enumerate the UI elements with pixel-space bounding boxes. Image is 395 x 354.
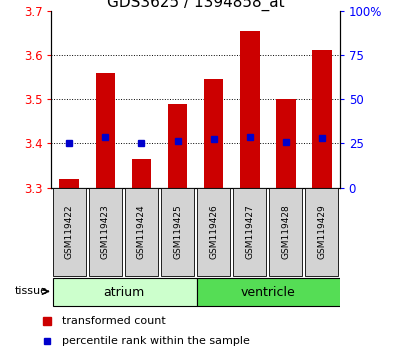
Text: GSM119423: GSM119423: [101, 205, 110, 259]
Bar: [60, 179, 79, 188]
Title: GDS3625 / 1394858_at: GDS3625 / 1394858_at: [107, 0, 284, 11]
Text: atrium: atrium: [103, 286, 144, 298]
Bar: [233, 188, 266, 276]
Text: tissue: tissue: [14, 286, 47, 296]
Bar: [269, 188, 302, 276]
Bar: [125, 188, 158, 276]
Text: GSM119428: GSM119428: [281, 205, 290, 259]
Bar: [197, 188, 230, 276]
Text: GSM119424: GSM119424: [137, 205, 146, 259]
Bar: [96, 73, 115, 188]
Text: percentile rank within the sample: percentile rank within the sample: [62, 336, 250, 346]
Text: GSM119427: GSM119427: [245, 205, 254, 259]
Bar: [305, 188, 338, 276]
Bar: [167, 103, 187, 188]
Bar: [53, 278, 197, 306]
Text: GSM119429: GSM119429: [317, 205, 326, 259]
Text: ventricle: ventricle: [240, 286, 295, 298]
Bar: [276, 99, 295, 188]
Bar: [161, 188, 194, 276]
Bar: [197, 278, 341, 306]
Bar: [240, 30, 260, 188]
Text: GSM119426: GSM119426: [209, 205, 218, 259]
Bar: [312, 50, 331, 188]
Bar: [132, 159, 151, 188]
Bar: [53, 188, 86, 276]
Text: GSM119425: GSM119425: [173, 205, 182, 259]
Text: GSM119422: GSM119422: [65, 205, 74, 259]
Bar: [204, 79, 224, 188]
Text: transformed count: transformed count: [62, 316, 166, 326]
Bar: [89, 188, 122, 276]
